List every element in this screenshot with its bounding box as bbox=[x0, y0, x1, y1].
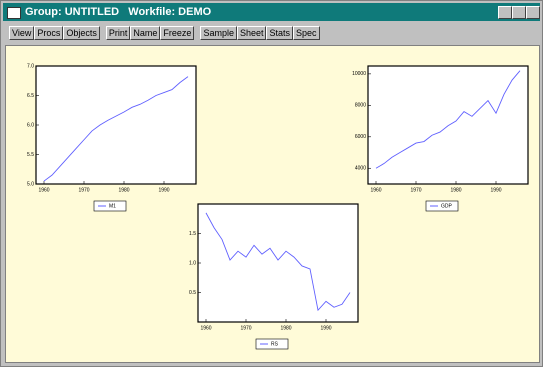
x-tick-label: 1980 bbox=[450, 187, 461, 193]
toolbar-button[interactable]: Print bbox=[106, 26, 131, 40]
y-tick-label: 4000 bbox=[355, 166, 366, 172]
toolbar-button[interactable]: Spec bbox=[293, 26, 320, 40]
toolbar-button[interactable]: Sample bbox=[200, 26, 237, 40]
graph-area: 5.0 5.5 6.0 6.5 7.0 1960 1970 1980 1990 M1 4000 60… bbox=[5, 45, 540, 363]
toolbar-button[interactable]: View bbox=[9, 26, 34, 40]
title-bar: Group: UNTITLED Workfile: DEMO bbox=[3, 3, 540, 21]
toolbar-button[interactable]: Stats bbox=[266, 26, 293, 40]
legend-label: RS bbox=[271, 341, 279, 347]
x-tick-label: 1960 bbox=[370, 187, 381, 193]
plot-frame bbox=[368, 66, 528, 184]
toolbar-button[interactable]: Sheet bbox=[237, 26, 267, 40]
minimize-button[interactable] bbox=[498, 6, 512, 19]
x-tick-label: 1970 bbox=[78, 187, 89, 193]
x-tick-label: 1980 bbox=[118, 187, 129, 193]
y-tick-label: 6000 bbox=[355, 134, 366, 140]
y-tick-label: 6.0 bbox=[27, 122, 34, 128]
y-tick-label: 8000 bbox=[355, 103, 366, 109]
y-tick-label: 10000 bbox=[352, 71, 366, 77]
y-tick-label: 7.0 bbox=[27, 63, 34, 69]
x-tick-label: 1960 bbox=[38, 187, 49, 193]
toolbar-button[interactable]: Name bbox=[130, 26, 160, 40]
toolbar-button[interactable]: Procs bbox=[34, 26, 63, 40]
x-tick-label: 1980 bbox=[280, 325, 291, 331]
y-tick-label: 1.5 bbox=[189, 231, 196, 237]
x-tick-label: 1990 bbox=[490, 187, 501, 193]
window-title: Group: UNTITLED Workfile: DEMO bbox=[25, 3, 211, 21]
maximize-button[interactable] bbox=[512, 6, 526, 19]
toolbar-button[interactable]: Objects bbox=[63, 26, 100, 40]
y-tick-label: 1.0 bbox=[189, 260, 196, 266]
chart: 5.0 5.5 6.0 6.5 7.0 1960 1970 1980 1990 M1 bbox=[12, 60, 202, 220]
plot-frame bbox=[198, 204, 358, 322]
y-tick-label: 5.5 bbox=[27, 152, 34, 158]
y-tick-label: 6.5 bbox=[27, 93, 34, 99]
x-tick-label: 1990 bbox=[158, 187, 169, 193]
chart: 4000 6000 8000 10000 1960 1970 1980 1990 GDP bbox=[344, 60, 534, 220]
window-icon bbox=[7, 7, 21, 19]
x-tick-label: 1970 bbox=[410, 187, 421, 193]
window: Group: UNTITLED Workfile: DEMO ViewProcs… bbox=[0, 0, 543, 367]
x-tick-label: 1990 bbox=[320, 325, 331, 331]
toolbar-button[interactable]: Freeze bbox=[160, 26, 194, 40]
close-button[interactable] bbox=[526, 6, 540, 19]
y-tick-label: 0.5 bbox=[189, 290, 196, 296]
x-tick-label: 1960 bbox=[200, 325, 211, 331]
y-tick-label: 5.0 bbox=[27, 181, 34, 187]
x-tick-label: 1970 bbox=[240, 325, 251, 331]
chart: 0.5 1.0 1.5 1960 1970 1980 1990 RS bbox=[174, 198, 364, 360]
legend-label: M1 bbox=[109, 203, 116, 209]
legend-label: GDP bbox=[441, 203, 453, 209]
